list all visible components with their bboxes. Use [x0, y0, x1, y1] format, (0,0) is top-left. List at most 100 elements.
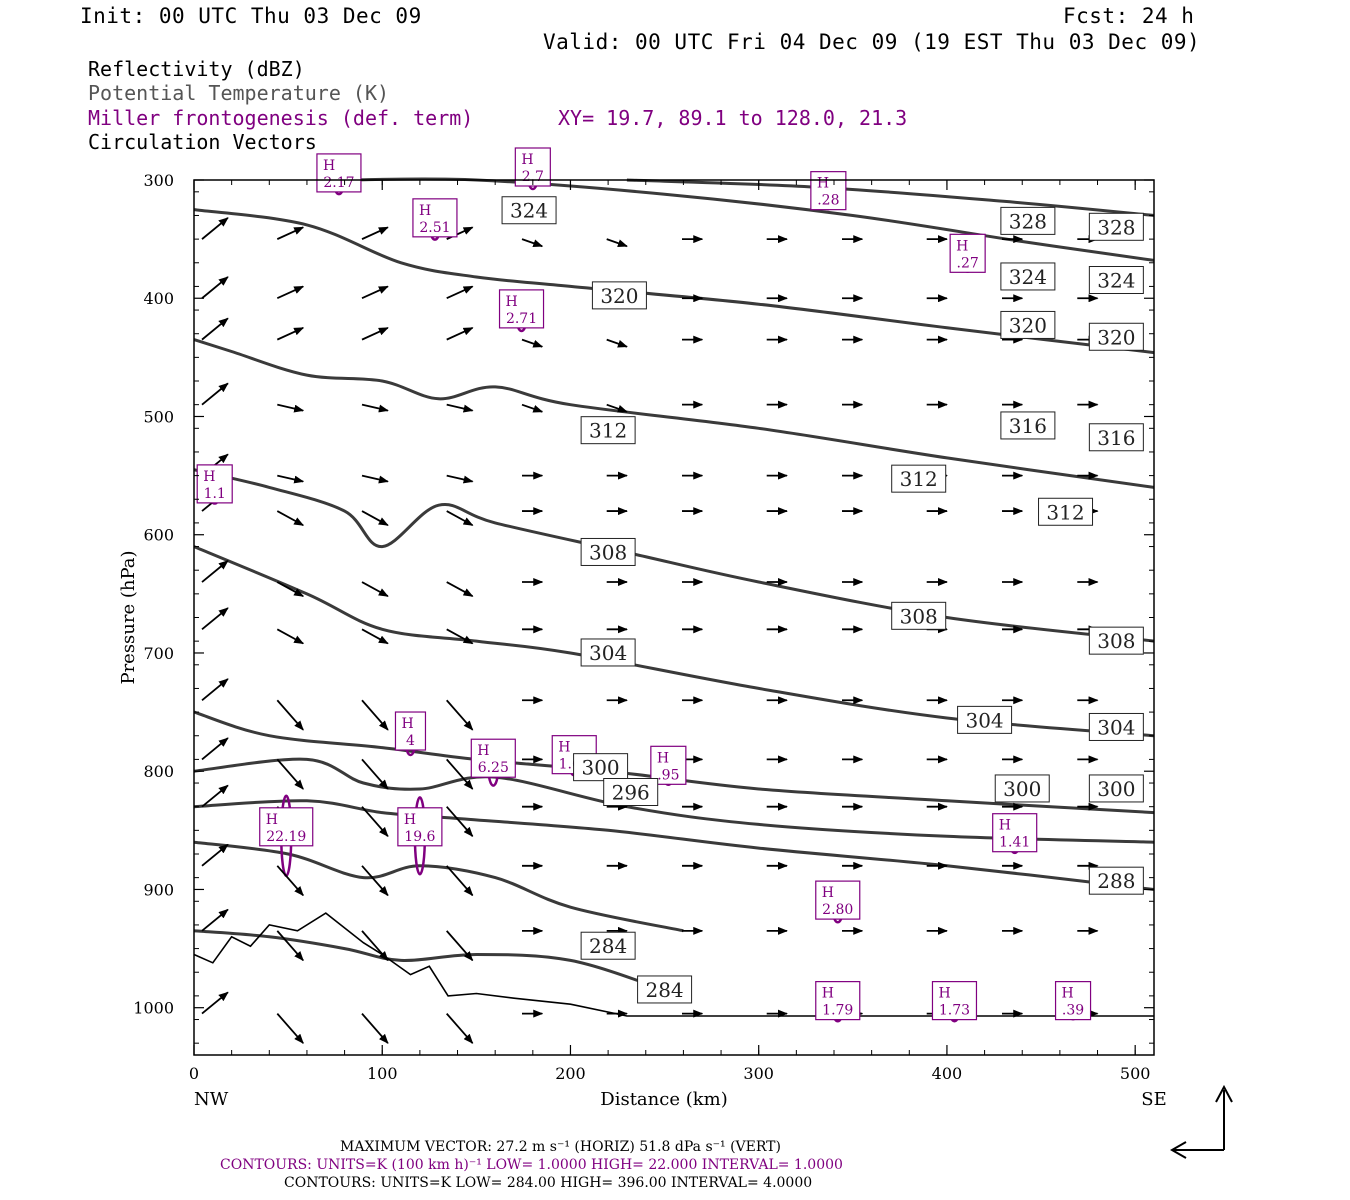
circulation-vector [361, 581, 389, 598]
isentrope-label: 300 [1097, 777, 1135, 801]
frontogenesis-max-label: H [203, 469, 215, 485]
circulation-vector [361, 510, 389, 527]
circulation-vector [361, 285, 389, 300]
isentrope-label: 316 [1009, 414, 1047, 438]
isentrope-label-box [573, 753, 629, 782]
isentrope-label-box [580, 638, 636, 667]
field-reflectivity: Reflectivity (dBZ) [88, 57, 305, 81]
circulation-vector [361, 326, 389, 341]
isentrope-label-box [994, 774, 1050, 803]
frontogenesis-max-value: .95 [657, 767, 679, 783]
isentrope-label: 308 [589, 540, 627, 564]
frontogenesis-max-box [815, 981, 861, 1021]
theta-contours-note: CONTOURS: UNITS=K LOW= 284.00 HIGH= 396.… [284, 1175, 813, 1191]
frontogenesis-max-label: H [657, 750, 669, 766]
circulation-vector [201, 217, 229, 240]
reference-vector-icon [1169, 1084, 1233, 1159]
terrain-surface [193, 912, 1154, 1017]
frontogenesis-max-label: H [266, 812, 278, 828]
isentrope-label-box [891, 601, 947, 630]
circulation-vector [606, 403, 628, 413]
x-tick-label: 100 [367, 1064, 398, 1083]
isentrope-label: 300 [581, 756, 619, 780]
circulation-vector [361, 806, 389, 838]
frontogenesis-max-box [316, 153, 362, 193]
circulation-vector [361, 758, 389, 790]
circulation-vector [521, 403, 544, 413]
isentrope-label-box [1000, 411, 1056, 440]
isentrope-292 [193, 840, 684, 933]
isentrope-label-box [1088, 774, 1144, 803]
frontogenesis-max-value: 1.1 [204, 486, 226, 502]
init-time: Init: 00 UTC Thu 03 Dec 09 [80, 4, 422, 28]
field-frontogenesis: Miller frontogenesis (def. term) [88, 106, 474, 130]
circulation-vector [521, 338, 544, 348]
y-tick-label: 600 [143, 526, 174, 545]
circulation-vector [361, 226, 389, 240]
y-tick-label: 900 [143, 880, 174, 899]
isentrope-label: 328 [1097, 215, 1135, 239]
frontogenesis-max-label: H [938, 986, 950, 1002]
max-vector-note: MAXIMUM VECTOR: 27.2 m s⁻¹ (HORIZ) 51.8 … [340, 1139, 781, 1155]
x-tick-label: 300 [743, 1064, 774, 1083]
isentrope-label-box [1088, 322, 1144, 351]
frontogenesis-max-value: 22.19 [266, 829, 306, 845]
frontogenesis-max-box [1054, 981, 1092, 1021]
frontogenesis-max-box [992, 813, 1038, 853]
y-tick-label: 400 [143, 289, 174, 308]
isentrope-label: 312 [589, 419, 627, 443]
isentrope-label-box [1000, 262, 1056, 291]
frontogenesis-max-label: H [956, 238, 968, 254]
isentrope-label: 296 [612, 781, 650, 805]
frontogenesis-max-label: H [999, 818, 1011, 834]
isentrope-label-box [591, 281, 647, 310]
frontogenesis-max-box [394, 711, 427, 751]
circulation-vector [446, 865, 474, 897]
circulation-vector [276, 628, 305, 645]
circulation-vector [276, 226, 305, 240]
frontogenesis-max-label: H [419, 203, 431, 219]
circulation-vector [201, 843, 229, 867]
isentrope-label-box [1000, 206, 1056, 235]
frontogenesis-max-box [650, 745, 687, 785]
x-end-label-nw: NW [194, 1089, 229, 1110]
circulation-vector [276, 581, 305, 598]
isentrope-308 [193, 545, 1155, 738]
frontogenesis-max-box [196, 464, 233, 504]
y-tick-label: 700 [143, 644, 174, 663]
circulation-vector [276, 510, 305, 527]
circulation-vector [276, 699, 304, 731]
isentrope-label: 328 [1009, 209, 1047, 233]
isentrope-label-box [891, 464, 947, 493]
isentrope-label: 304 [965, 708, 1003, 732]
circulation-vector [276, 1013, 304, 1044]
isentrope-label: 324 [1097, 269, 1135, 293]
circulation-vector [277, 403, 305, 413]
frontogenesis-max-box [498, 289, 545, 329]
y-tick-label: 500 [143, 407, 174, 426]
circulation-vector [446, 758, 474, 790]
circulation-vector [201, 908, 229, 932]
circulation-vector [276, 326, 305, 341]
isentrope-328 [626, 178, 1155, 217]
frontogenesis-max-value: .28 [817, 193, 839, 209]
circulation-vector [446, 581, 474, 598]
valid-time: Valid: 00 UTC Fri 04 Dec 09 (19 EST Thu … [543, 30, 1201, 54]
circulation-vector [201, 382, 229, 406]
isentrope-label-box [1000, 310, 1056, 339]
frontogenesis-max-box [412, 198, 458, 238]
frontogenesis-max-box [931, 981, 978, 1021]
circulation-vector [446, 474, 474, 484]
isentrope-label-box [1088, 212, 1144, 241]
isentrope-label-box [637, 975, 693, 1004]
isentrope-284 [193, 929, 666, 992]
frontogenesis-max-value: 2.51 [419, 220, 450, 236]
frontogenesis-max-label: H [822, 986, 834, 1002]
circulation-vector [201, 276, 229, 299]
isentrope-label-box [580, 416, 636, 445]
circulation-vector [201, 607, 229, 631]
isentrope-label: 300 [1003, 777, 1041, 801]
frontogenesis-max-box [810, 171, 847, 211]
isentrope-label: 320 [1009, 313, 1047, 337]
